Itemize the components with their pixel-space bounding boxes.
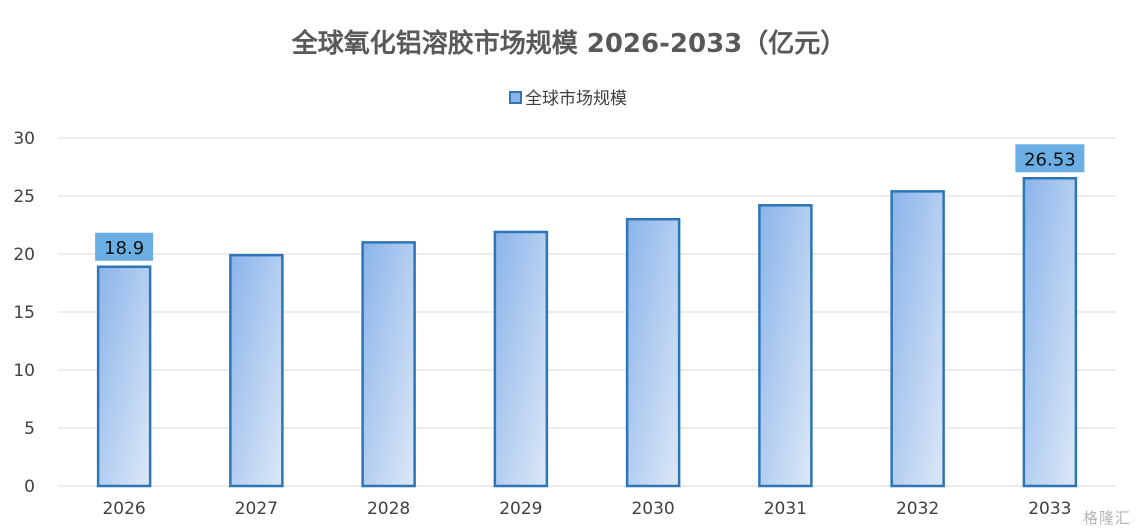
x-tick-label: 2028 [367,499,410,519]
y-tick-label: 15 [13,303,35,323]
legend-label: 全球市场规模 [525,89,627,109]
y-axis-ticks: 0 5 10 15 20 25 30 [13,129,35,497]
bar [229,253,284,488]
bar [758,204,813,488]
legend: 全球市场规模 [509,89,627,109]
data-label: 18.9 [104,238,144,259]
x-axis-ticks: 2026 2027 2028 2029 2030 2031 2032 2033 [102,499,1071,519]
bar [493,230,549,488]
data-label: 26.53 [1024,149,1076,170]
y-tick-label: 25 [13,187,35,207]
chart-title: 全球氧化铝溶胶市场规模 2026-2033（亿元） [291,28,847,59]
y-tick-label: 0 [24,477,35,497]
x-tick-label: 2031 [764,499,807,519]
bar [361,241,416,488]
gridlines [58,137,1116,487]
bar [625,217,681,488]
x-tick-label: 2032 [896,499,939,519]
y-tick-label: 5 [24,419,35,439]
watermark-logo: 格隆汇 [1082,509,1131,527]
legend-swatch [509,91,522,104]
x-tick-label: 2027 [235,499,278,519]
bars [96,177,1078,488]
bar [890,190,945,488]
x-tick-label: 2026 [102,499,145,519]
x-tick-label: 2030 [631,499,674,519]
bar [96,265,152,488]
data-labels: 18.9 26.53 [95,144,1085,261]
y-tick-label: 30 [13,129,35,149]
bar [1022,177,1078,488]
x-tick-label: 2033 [1028,499,1071,519]
y-tick-label: 20 [13,245,35,265]
y-tick-label: 10 [13,361,35,381]
data-label-box [95,232,154,261]
x-tick-label: 2029 [499,499,542,519]
data-label-box [1015,144,1085,173]
